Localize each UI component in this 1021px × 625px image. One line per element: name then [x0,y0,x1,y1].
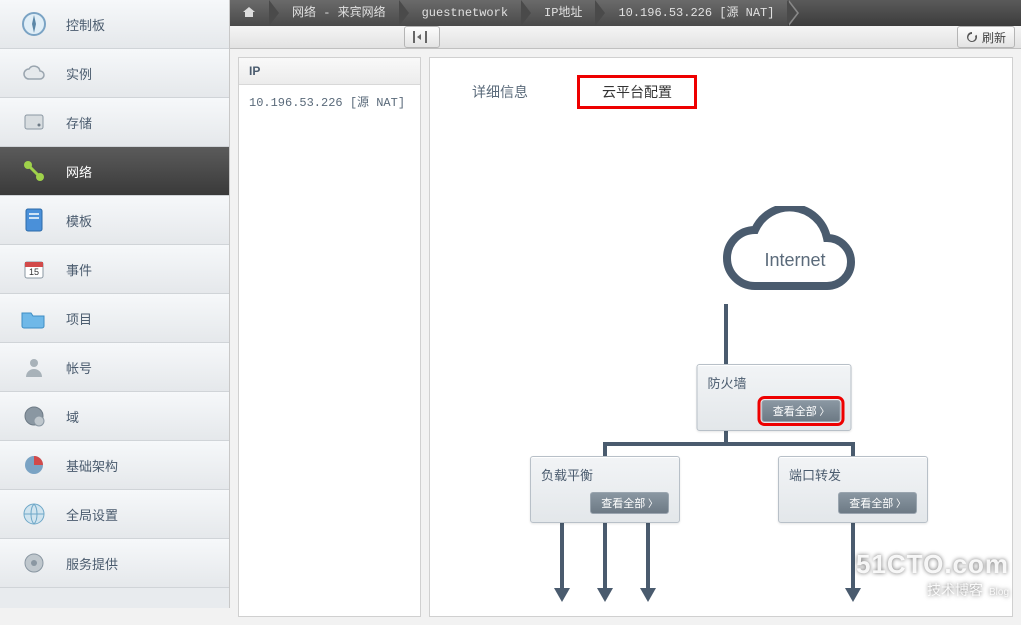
connector [560,520,564,590]
template-icon [20,206,48,234]
breadcrumb: 网络 - 来宾网络 guestnetwork IP地址 10.196.53.22… [230,0,1021,26]
sidebar-item-label: 控制板 [66,15,105,34]
main: 网络 - 来宾网络 guestnetwork IP地址 10.196.53.22… [230,0,1021,608]
sidebar-item-label: 项目 [66,309,92,328]
connector [603,442,853,446]
calendar-icon: 15 [20,255,48,283]
sidebar-item-label: 帐号 [66,358,92,377]
internet-label: Internet [764,250,825,271]
arrow-down-icon [597,588,613,602]
breadcrumb-item[interactable]: 网络 - 来宾网络 [270,0,400,26]
sidebar-item-account[interactable]: 帐号 [0,343,229,392]
connector [603,520,607,590]
sidebar: 控制板 实例 存储 网络 模板 15 [0,0,230,608]
connector [646,520,650,590]
sidebar-item-label: 实例 [66,64,92,83]
sidebar-item-dashboard[interactable]: 控制板 [0,0,229,49]
breadcrumb-home[interactable] [230,0,270,26]
sidebar-item-service[interactable]: 服务提供 [0,539,229,588]
sidebar-item-events[interactable]: 15 事件 [0,245,229,294]
load-balance-node: 负载平衡 查看全部 [530,456,680,523]
sidebar-item-infrastructure[interactable]: 基础架构 [0,441,229,490]
breadcrumb-item[interactable]: 10.196.53.226 [源 NAT] [596,0,788,26]
gear-icon [20,549,48,577]
user-icon [20,353,48,381]
load-balance-view-button[interactable]: 查看全部 [590,492,669,514]
sidebar-item-label: 模板 [66,211,92,230]
ip-list-panel: IP 10.196.53.226 [源 NAT] [238,57,421,617]
tab-config[interactable]: 云平台配置 [577,75,697,109]
network-diagram: Internet .arrow:nth-of- [430,116,1012,616]
pie-icon [20,451,48,479]
port-forward-view-button[interactable]: 查看全部 [838,492,917,514]
sidebar-item-global-settings[interactable]: 全局设置 [0,490,229,539]
tab-detail[interactable]: 详细信息 [460,78,540,106]
cloud-icon [20,59,48,87]
arrow-down-icon [640,588,656,602]
sidebar-item-instances[interactable]: 实例 [0,49,229,98]
sidebar-item-domain[interactable]: 域 [0,392,229,441]
sidebar-item-label: 事件 [66,260,92,279]
sidebar-item-projects[interactable]: 项目 [0,294,229,343]
watermark: 51CTO.com 技术博客 Blog [856,549,1009,600]
watermark-tag: Blog [989,587,1009,598]
breadcrumb-item[interactable]: IP地址 [522,0,596,26]
home-icon [242,5,256,19]
firewall-node: 防火墙 查看全部 [697,364,852,431]
svg-text:15: 15 [29,267,39,277]
arrow-down-icon [554,588,570,602]
toolbar: 刷新 [230,26,1021,49]
breadcrumb-item[interactable]: guestnetwork [400,0,522,26]
disk-icon [20,108,48,136]
sidebar-item-label: 全局设置 [66,505,118,524]
watermark-line2: 技术博客 [927,582,983,598]
sidebar-item-label: 基础架构 [66,456,118,475]
internet-node: Internet [710,206,880,309]
network-icon [20,157,48,185]
sidebar-item-label: 网络 [66,162,92,181]
port-forward-title: 端口转发 [789,465,917,484]
detail-panel: 详细信息 云平台配置 Internet [429,57,1013,617]
refresh-label: 刷新 [982,29,1006,46]
refresh-icon [966,31,978,43]
load-balance-title: 负载平衡 [541,465,669,484]
collapse-button[interactable] [404,26,440,48]
content: IP 10.196.53.226 [源 NAT] 详细信息 云平台配置 Inte… [230,49,1021,625]
compass-icon [20,10,48,38]
firewall-title: 防火墙 [708,373,841,392]
ip-list-item[interactable]: 10.196.53.226 [源 NAT] [239,85,420,118]
sidebar-item-storage[interactable]: 存储 [0,98,229,147]
folder-icon [20,304,48,332]
ip-list-head: IP [239,58,420,85]
sidebar-item-network[interactable]: 网络 [0,147,229,196]
port-forward-node: 端口转发 查看全部 [778,456,928,523]
sidebar-item-label: 服务提供 [66,554,118,573]
connector [851,520,855,590]
sidebar-item-label: 存储 [66,113,92,132]
refresh-button[interactable]: 刷新 [957,26,1015,48]
sidebar-item-label: 域 [66,407,79,426]
globe-gear-icon [20,402,48,430]
firewall-view-button[interactable]: 查看全部 [762,400,841,422]
sidebar-item-template[interactable]: 模板 [0,196,229,245]
collapse-icon [413,31,427,43]
connector [724,304,728,364]
globe-icon [20,500,48,528]
watermark-line1: 51CTO.com [856,549,1009,580]
tabs: 详细信息 云平台配置 [430,58,1012,116]
